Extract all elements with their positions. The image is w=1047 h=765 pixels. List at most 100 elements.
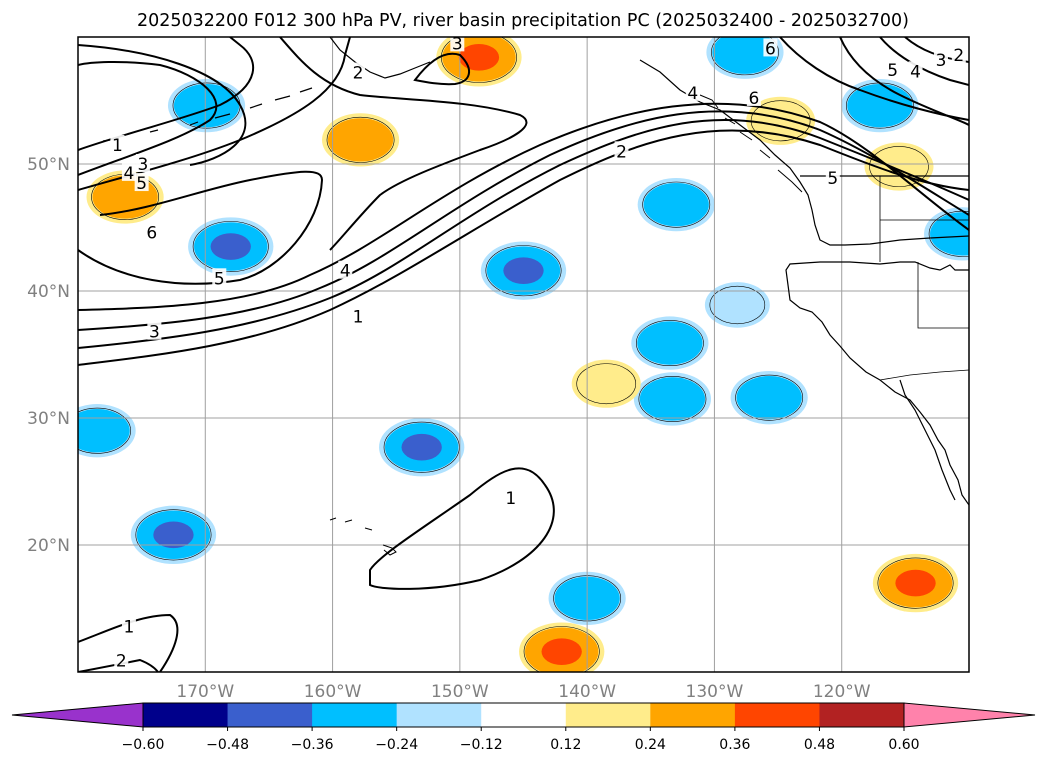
colorbar-tick-label: 0.36: [719, 737, 750, 753]
colorbar-tick-label: −0.60: [122, 737, 165, 753]
colorbar-tick-label: 0.12: [550, 737, 581, 753]
precip-anomaly-blob: [704, 282, 770, 328]
svg-text:4: 4: [910, 62, 921, 82]
hawaii-islands: [329, 517, 397, 556]
contour-label: 3: [135, 154, 150, 175]
lon-tick-label: 160°W: [304, 682, 362, 702]
colorbar-extend-low: [11, 702, 144, 728]
colorbar-segment: [734, 703, 820, 727]
colorbar-segment: [312, 703, 398, 727]
lon-tick-label: 120°W: [813, 682, 871, 702]
baja-california: [899, 379, 956, 501]
precip-anomaly-blob: [841, 78, 919, 133]
contour-label: 5: [885, 60, 900, 81]
pv-contour-line: [78, 613, 179, 672]
contour-label: 2: [114, 650, 129, 672]
lon-tick-label: 150°W: [431, 682, 489, 702]
svg-text:4: 4: [340, 262, 351, 282]
colorbar: −0.60 −0.48 −0.36 −0.24 −0.12 0.12 0.24 0.36 0.4…: [11, 702, 1036, 753]
lat-tick-label: 40°N: [27, 282, 70, 302]
pv-contour-line: [78, 129, 969, 366]
svg-text:1: 1: [112, 136, 123, 156]
precip-anomaly-blob: [321, 113, 400, 167]
svg-text:4: 4: [687, 84, 698, 104]
svg-text:4: 4: [124, 164, 135, 184]
svg-text:5: 5: [136, 174, 147, 194]
precip-anomaly-blob: [379, 418, 465, 477]
precip-anomaly-blob: [872, 553, 959, 613]
pv-contour-line: [78, 60, 218, 176]
precip-anomaly-blob: [519, 622, 605, 672]
contour-label: 5: [825, 167, 840, 189]
contour-label: 2: [351, 62, 366, 84]
colorbar-segment: [819, 703, 905, 727]
map-frame: [77, 36, 970, 673]
colorbar-extend-high: [903, 702, 1036, 728]
map-background: [78, 37, 969, 672]
colorbar-segment: [143, 703, 229, 727]
svg-text:3: 3: [138, 155, 149, 175]
svg-text:1: 1: [505, 489, 516, 509]
svg-text:5: 5: [887, 61, 898, 81]
contour-label: 1: [110, 134, 125, 156]
contour-label: 3: [933, 49, 948, 71]
colorbar-tick-label: 0.24: [635, 737, 666, 753]
lon-tick-label: 130°W: [686, 682, 744, 702]
precip-anomaly-blob: [924, 207, 969, 261]
pv-contour-line: [78, 110, 969, 331]
colorbar-segment: [396, 703, 482, 727]
svg-text:2: 2: [616, 142, 627, 162]
pv-contour-line: [78, 170, 324, 285]
pv-contour-line: [78, 44, 247, 166]
contour-label: 1: [503, 488, 518, 509]
lat-tick-label: 20°N: [27, 536, 70, 556]
contour-label: 6: [144, 222, 159, 244]
chart-title: 2025032200 F012 300 hPa PV, river basin …: [137, 11, 909, 31]
colorbar-tick-label: −0.48: [206, 737, 249, 753]
contour-label: 4: [338, 260, 353, 282]
pv-contour-line: [78, 102, 969, 311]
gridline-layer: [78, 37, 969, 672]
colorbar-segment: [481, 703, 567, 727]
lon-tick-label: 170°W: [176, 682, 234, 702]
precip-anomaly-blob: [571, 359, 641, 408]
contour-label: 6: [763, 38, 778, 59]
lat-tick-label: 50°N: [27, 155, 70, 175]
contour-label: 1: [351, 306, 366, 327]
contour-label: 5: [212, 268, 227, 289]
precip-anomaly-blob: [730, 371, 808, 425]
latitude-axis: 20°N 30°N 40°N 50°N: [27, 155, 70, 556]
svg-text:5: 5: [214, 269, 225, 289]
pv-contour-line: [78, 658, 159, 672]
svg-text:3: 3: [452, 34, 463, 54]
pv-contour-line: [779, 37, 969, 121]
svg-text:3: 3: [936, 51, 947, 71]
svg-text:5: 5: [827, 169, 838, 189]
lat-tick-label: 30°N: [27, 409, 70, 429]
alaska-south-coast: [329, 37, 431, 79]
svg-text:2: 2: [116, 652, 127, 672]
colorbar-tick-label: −0.36: [291, 737, 334, 753]
longitude-axis: 170°W 160°W 150°W 140°W 130°W 120°W: [176, 682, 870, 702]
pv-contour-line: [279, 37, 528, 251]
colorbar-segment: [565, 703, 651, 727]
colorbar-tick-label: −0.24: [375, 737, 418, 753]
precip-anomaly-blob: [130, 505, 217, 565]
precip-anomaly-blob: [78, 404, 136, 458]
contour-label: 2: [614, 141, 629, 162]
contour-label: 5: [134, 173, 149, 194]
pv-contour-line: [413, 52, 470, 86]
mexico-border: [879, 369, 969, 381]
pv-contour-line: [839, 37, 969, 126]
colorbar-tick-label: −0.12: [460, 737, 503, 753]
lon-tick-label: 140°W: [558, 682, 616, 702]
contour-label: 4: [685, 82, 700, 104]
contour-label: 4: [908, 61, 923, 82]
colorbar-tick-label: 0.48: [804, 737, 835, 753]
colorbar-segment: [227, 703, 313, 727]
contour-label: 3: [450, 34, 465, 54]
precip-anomaly-blob: [480, 241, 567, 300]
svg-text:1: 1: [124, 617, 135, 637]
